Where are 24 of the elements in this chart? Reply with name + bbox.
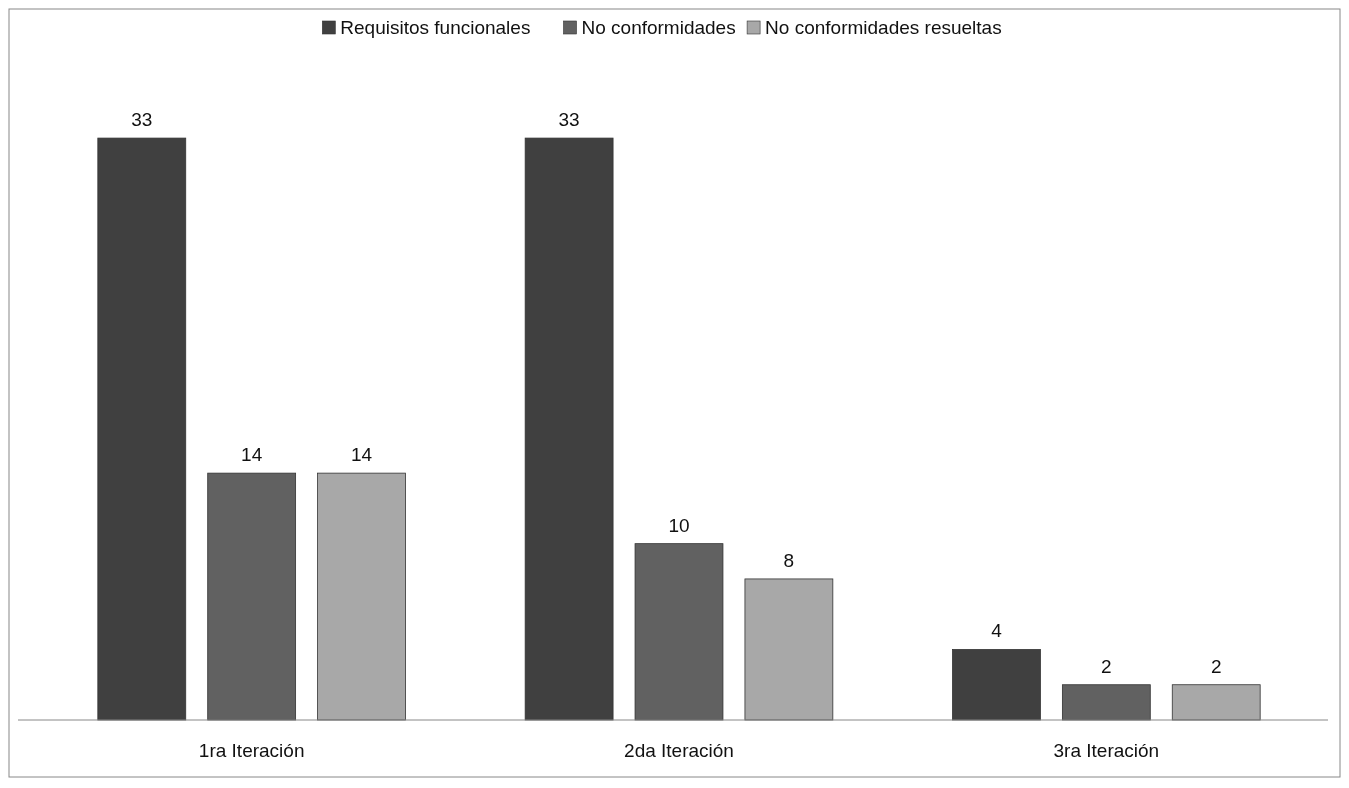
x-tick-label: 1ra Iteración: [198, 740, 305, 761]
x-tick-label: 2da Iteración: [624, 740, 734, 761]
bar: [634, 543, 724, 721]
bar: [1171, 684, 1261, 721]
data-label: 8: [783, 549, 795, 571]
x-tick-label: 3ra Iteración: [1053, 740, 1160, 761]
data-label: 14: [241, 444, 263, 466]
data-label: 4: [991, 620, 1003, 642]
bar: [952, 649, 1041, 721]
bar: [97, 137, 187, 721]
legend-label: No conformidades resueltas: [765, 17, 1002, 38]
bar: [207, 472, 297, 721]
bar: [524, 137, 614, 721]
data-label: 10: [668, 514, 690, 536]
bar: [744, 578, 834, 721]
bar: [1061, 684, 1151, 721]
data-label: 33: [558, 109, 580, 131]
legend-label: Requisitos funcionales: [340, 17, 531, 38]
data-label: 14: [350, 444, 373, 466]
bar: [317, 472, 406, 721]
data-label: 2: [1101, 655, 1112, 677]
data-label: 33: [131, 109, 153, 131]
data-label: 2: [1210, 655, 1222, 677]
legend-label: No conformidades: [581, 17, 736, 38]
